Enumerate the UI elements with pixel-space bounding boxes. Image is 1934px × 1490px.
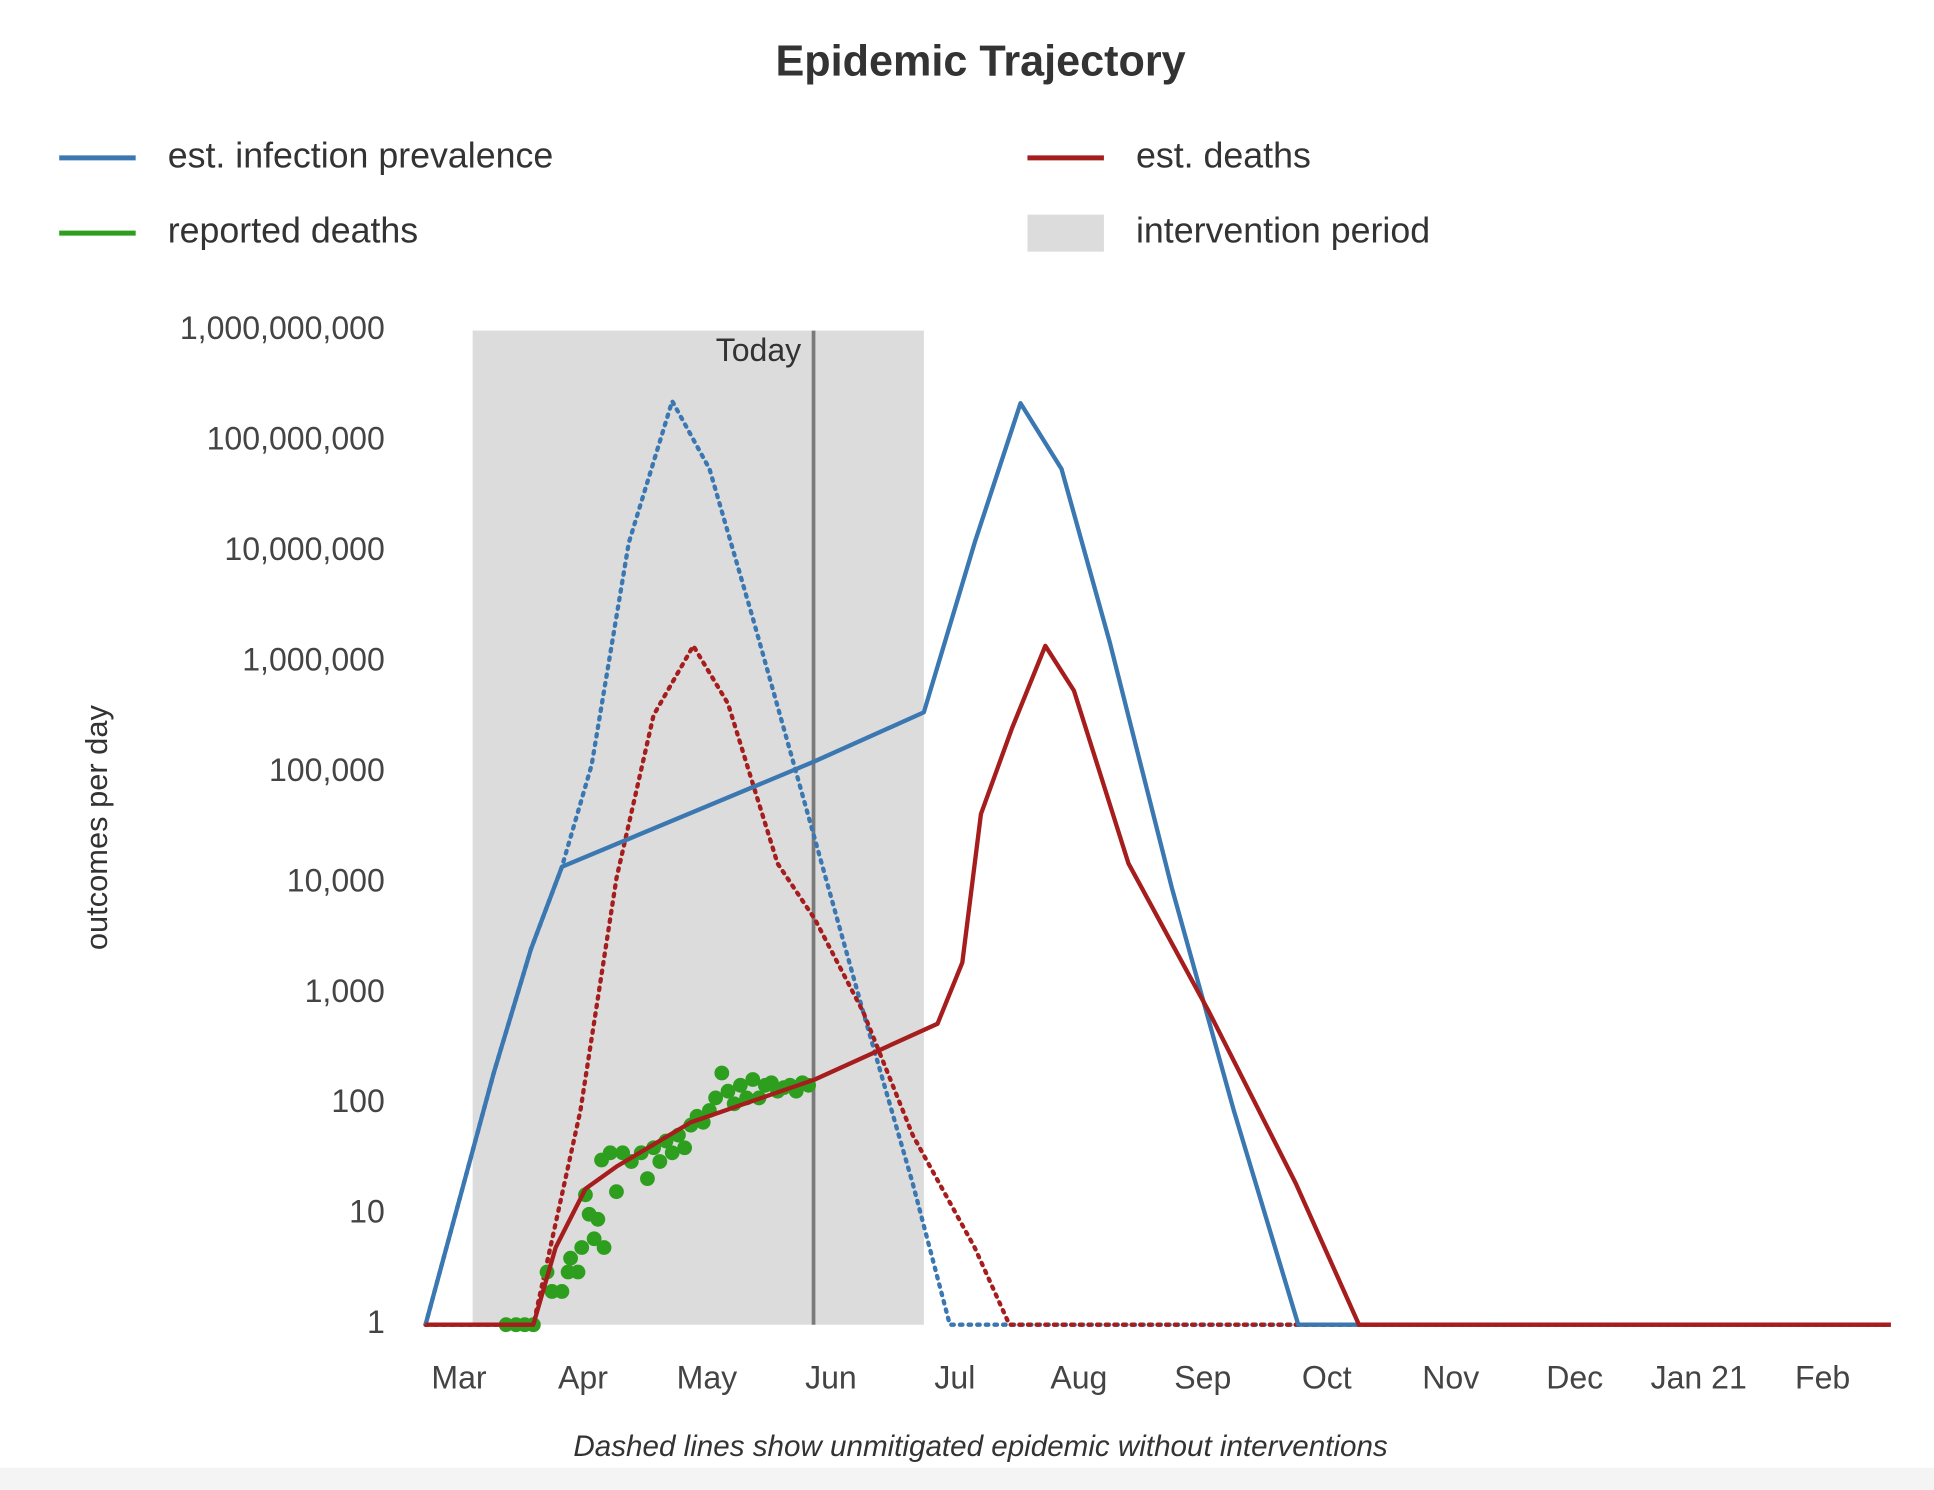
reported-death-point	[570, 1264, 586, 1280]
x-tick-label: Oct	[1302, 1360, 1352, 1396]
y-tick-label: 10,000,000	[224, 531, 384, 567]
footnote: Dashed lines show unmitigated epidemic w…	[573, 1430, 1387, 1463]
x-tick-label: Jan 21	[1651, 1360, 1747, 1396]
unmitigated-line	[423, 643, 1893, 1327]
reported-death-point	[554, 1284, 570, 1299]
y-tick-label: 100,000,000	[207, 420, 385, 456]
y-tick-label: 10	[349, 1194, 385, 1230]
series-line	[425, 643, 1891, 1327]
footer-band	[0, 1467, 1934, 1490]
reported-death-point	[745, 1072, 761, 1087]
reported-death-point	[714, 1065, 730, 1081]
x-tick-label: Jun	[805, 1360, 857, 1396]
legend-label: reported deaths	[168, 211, 418, 251]
x-tick-label: Mar	[431, 1360, 487, 1396]
reported-death-point	[664, 1145, 680, 1161]
y-tick-label: 1	[367, 1304, 385, 1340]
x-tick-label: Nov	[1422, 1360, 1479, 1396]
x-tick-label: May	[677, 1360, 738, 1396]
reported-death-point	[574, 1240, 590, 1255]
y-tick-label: 100,000	[269, 752, 385, 788]
x-tick-label: Feb	[1795, 1360, 1850, 1396]
y-axis-label: outcomes per day	[79, 705, 114, 951]
x-tick-label: Apr	[558, 1360, 608, 1396]
y-tick-label: 1,000,000,000	[180, 310, 385, 346]
reported-death-point	[720, 1083, 736, 1099]
y-tick-label: 1,000,000	[242, 641, 385, 677]
reported-death-point	[586, 1231, 602, 1247]
legend-swatch	[1027, 214, 1104, 252]
legend-label: intervention period	[1136, 211, 1430, 251]
reported-death-point	[640, 1171, 655, 1187]
reported-death-point	[677, 1140, 693, 1156]
x-tick-label: Dec	[1546, 1360, 1603, 1396]
reported-death-point	[596, 1240, 612, 1255]
legend-label: est. infection prevalence	[168, 135, 554, 175]
y-tick-label: 100	[331, 1083, 384, 1119]
x-tick-label: Jul	[934, 1360, 975, 1396]
today-label: Today	[716, 332, 802, 368]
legend-label: est. deaths	[1136, 135, 1311, 175]
chart-title: Epidemic Trajectory	[775, 38, 1185, 86]
y-tick-label: 1,000	[305, 973, 385, 1009]
reported-death-point	[590, 1211, 606, 1227]
series-line	[423, 401, 1891, 1327]
reported-death-point	[609, 1184, 624, 1200]
y-tick-label: 10,000	[287, 862, 385, 898]
reported-death-point	[563, 1250, 578, 1266]
plot-area	[389, 329, 1893, 1333]
x-tick-label: Sep	[1174, 1360, 1231, 1396]
reported-death-point	[602, 1145, 618, 1161]
x-tick-label: Aug	[1050, 1360, 1107, 1396]
reported-death-point	[652, 1154, 668, 1169]
intervention-region	[472, 330, 924, 1325]
reported-death-point	[733, 1077, 748, 1093]
reported-death-point	[708, 1090, 724, 1106]
